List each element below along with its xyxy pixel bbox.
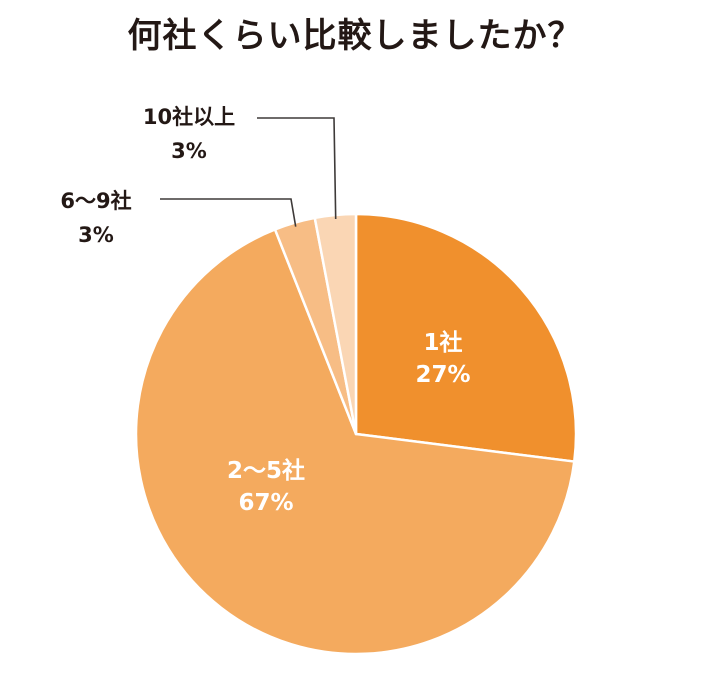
slice-value-label-3: 3% <box>78 223 114 247</box>
slice-label-3: 6〜9社 <box>60 189 131 213</box>
slice-label-2: 2〜5社 <box>227 457 305 484</box>
slice-value-label-2: 67% <box>238 490 293 516</box>
chart-title: 何社くらい比較しましたか？ <box>127 16 583 56</box>
leader-line-3 <box>160 198 297 227</box>
leader-line-4 <box>257 117 337 220</box>
slice-label-4: 10社以上 <box>143 105 235 129</box>
slice-value-label-1: 27% <box>415 362 470 388</box>
pie-slice-2 <box>134 228 576 656</box>
pie-slice-1 <box>354 212 578 463</box>
slice-label-1: 1社 <box>423 329 462 356</box>
slice-value-label-4: 3% <box>171 139 207 163</box>
